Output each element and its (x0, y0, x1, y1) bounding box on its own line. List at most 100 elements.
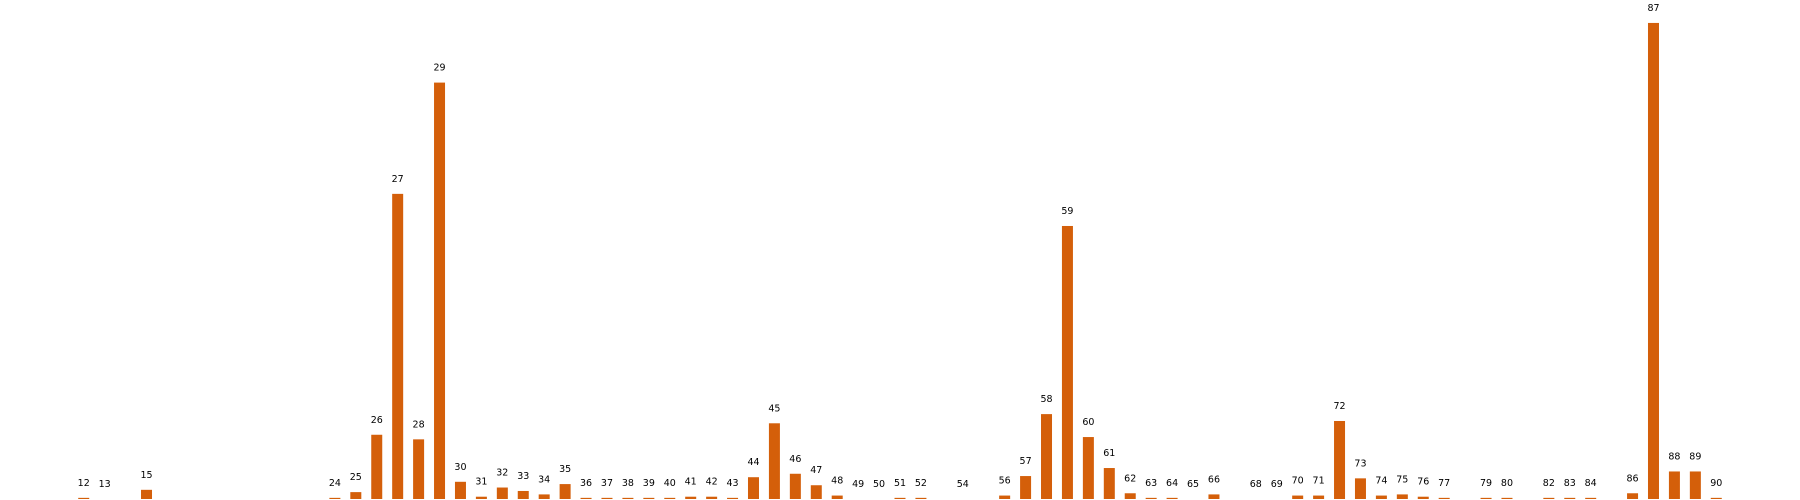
bar-label: 84 (1585, 478, 1597, 489)
bar (1438, 497, 1450, 499)
bar (1710, 497, 1722, 499)
bar (1585, 497, 1597, 499)
bar-label: 89 (1689, 451, 1701, 462)
bar (1647, 22, 1659, 499)
bar (1668, 471, 1680, 499)
bar (831, 495, 843, 499)
bar (1334, 420, 1346, 499)
bar-label: 47 (810, 465, 822, 476)
bar-label: 63 (1145, 478, 1157, 489)
bar-label: 59 (1061, 206, 1073, 217)
bar-label: 45 (768, 403, 780, 414)
bar (350, 492, 362, 499)
bar (329, 497, 341, 499)
bar-label: 65 (1187, 479, 1199, 490)
bar-label: 40 (664, 478, 676, 489)
bar (78, 497, 90, 499)
bar (789, 473, 801, 499)
bar (999, 495, 1011, 499)
bar (580, 497, 592, 499)
bar-label: 54 (957, 479, 969, 490)
bar-label: 90 (1710, 478, 1722, 489)
bar (894, 497, 906, 499)
bar (1020, 476, 1032, 499)
bar (434, 82, 446, 499)
bar-label: 12 (78, 478, 90, 489)
bar-label: 77 (1438, 478, 1450, 489)
bar-label: 86 (1627, 473, 1639, 484)
bar (727, 497, 739, 499)
bar-label: 50 (873, 479, 885, 490)
bar (1124, 493, 1136, 499)
bar-label: 51 (894, 478, 906, 489)
bar-label: 29 (433, 63, 445, 74)
bar-label: 68 (1250, 479, 1262, 490)
bar (1396, 494, 1408, 499)
bar-label: 31 (475, 477, 487, 488)
bar-label: 73 (1354, 458, 1366, 469)
bar (915, 497, 927, 499)
bar-label: 32 (496, 468, 508, 479)
bar-label: 36 (580, 478, 592, 489)
bar-label: 35 (559, 464, 571, 475)
bar (496, 487, 508, 499)
bar (1375, 495, 1387, 499)
bar-label: 42 (706, 477, 718, 488)
bar-label: 87 (1647, 3, 1659, 14)
bar (413, 439, 425, 499)
bar (1041, 414, 1053, 499)
bar (1292, 495, 1304, 499)
bar-label: 88 (1668, 451, 1680, 462)
bar-label: 43 (727, 478, 739, 489)
bar-label: 82 (1543, 478, 1555, 489)
bar (601, 497, 613, 499)
bar (1501, 497, 1513, 499)
bar-label: 39 (643, 478, 655, 489)
bar (559, 484, 571, 499)
bar (622, 497, 634, 499)
bar-label: 41 (685, 477, 697, 488)
bar-label: 38 (622, 478, 634, 489)
bar-label: 15 (140, 470, 152, 481)
bar-label: 75 (1396, 474, 1408, 485)
bar-label: 27 (392, 174, 404, 185)
bar (1145, 497, 1157, 499)
bar-label: 46 (789, 454, 801, 465)
bar-label: 64 (1166, 478, 1178, 489)
bar-label: 52 (915, 478, 927, 489)
bar-label: 37 (601, 478, 613, 489)
bar-label: 79 (1480, 478, 1492, 489)
bar-label: 33 (517, 471, 529, 482)
bar-label: 60 (1082, 417, 1094, 428)
bar (538, 494, 550, 499)
bar (1082, 437, 1094, 499)
bar-label: 56 (999, 476, 1011, 487)
bar (1627, 493, 1639, 499)
bar-label: 57 (1020, 456, 1032, 467)
bar-label: 71 (1313, 476, 1325, 487)
bar-label: 49 (852, 479, 864, 490)
bar-label: 44 (747, 457, 759, 468)
bar-label: 34 (538, 474, 550, 485)
bar-label: 62 (1124, 473, 1136, 484)
bar (1313, 495, 1325, 499)
bar-label: 61 (1103, 448, 1115, 459)
bar-label: 83 (1564, 478, 1576, 489)
bar (1061, 225, 1073, 500)
bar (1689, 471, 1701, 499)
bar-label: 26 (371, 415, 383, 426)
bar-label: 13 (99, 479, 111, 490)
bar-label: 25 (350, 472, 362, 483)
bar-label: 66 (1208, 474, 1220, 485)
bar (1103, 468, 1115, 499)
bar (1166, 497, 1178, 499)
bar (1208, 494, 1220, 499)
bar (643, 497, 655, 499)
bar-label: 70 (1292, 476, 1304, 487)
bar-label: 48 (831, 476, 843, 487)
bar (517, 490, 529, 499)
bar (685, 496, 697, 499)
bar (392, 193, 404, 499)
